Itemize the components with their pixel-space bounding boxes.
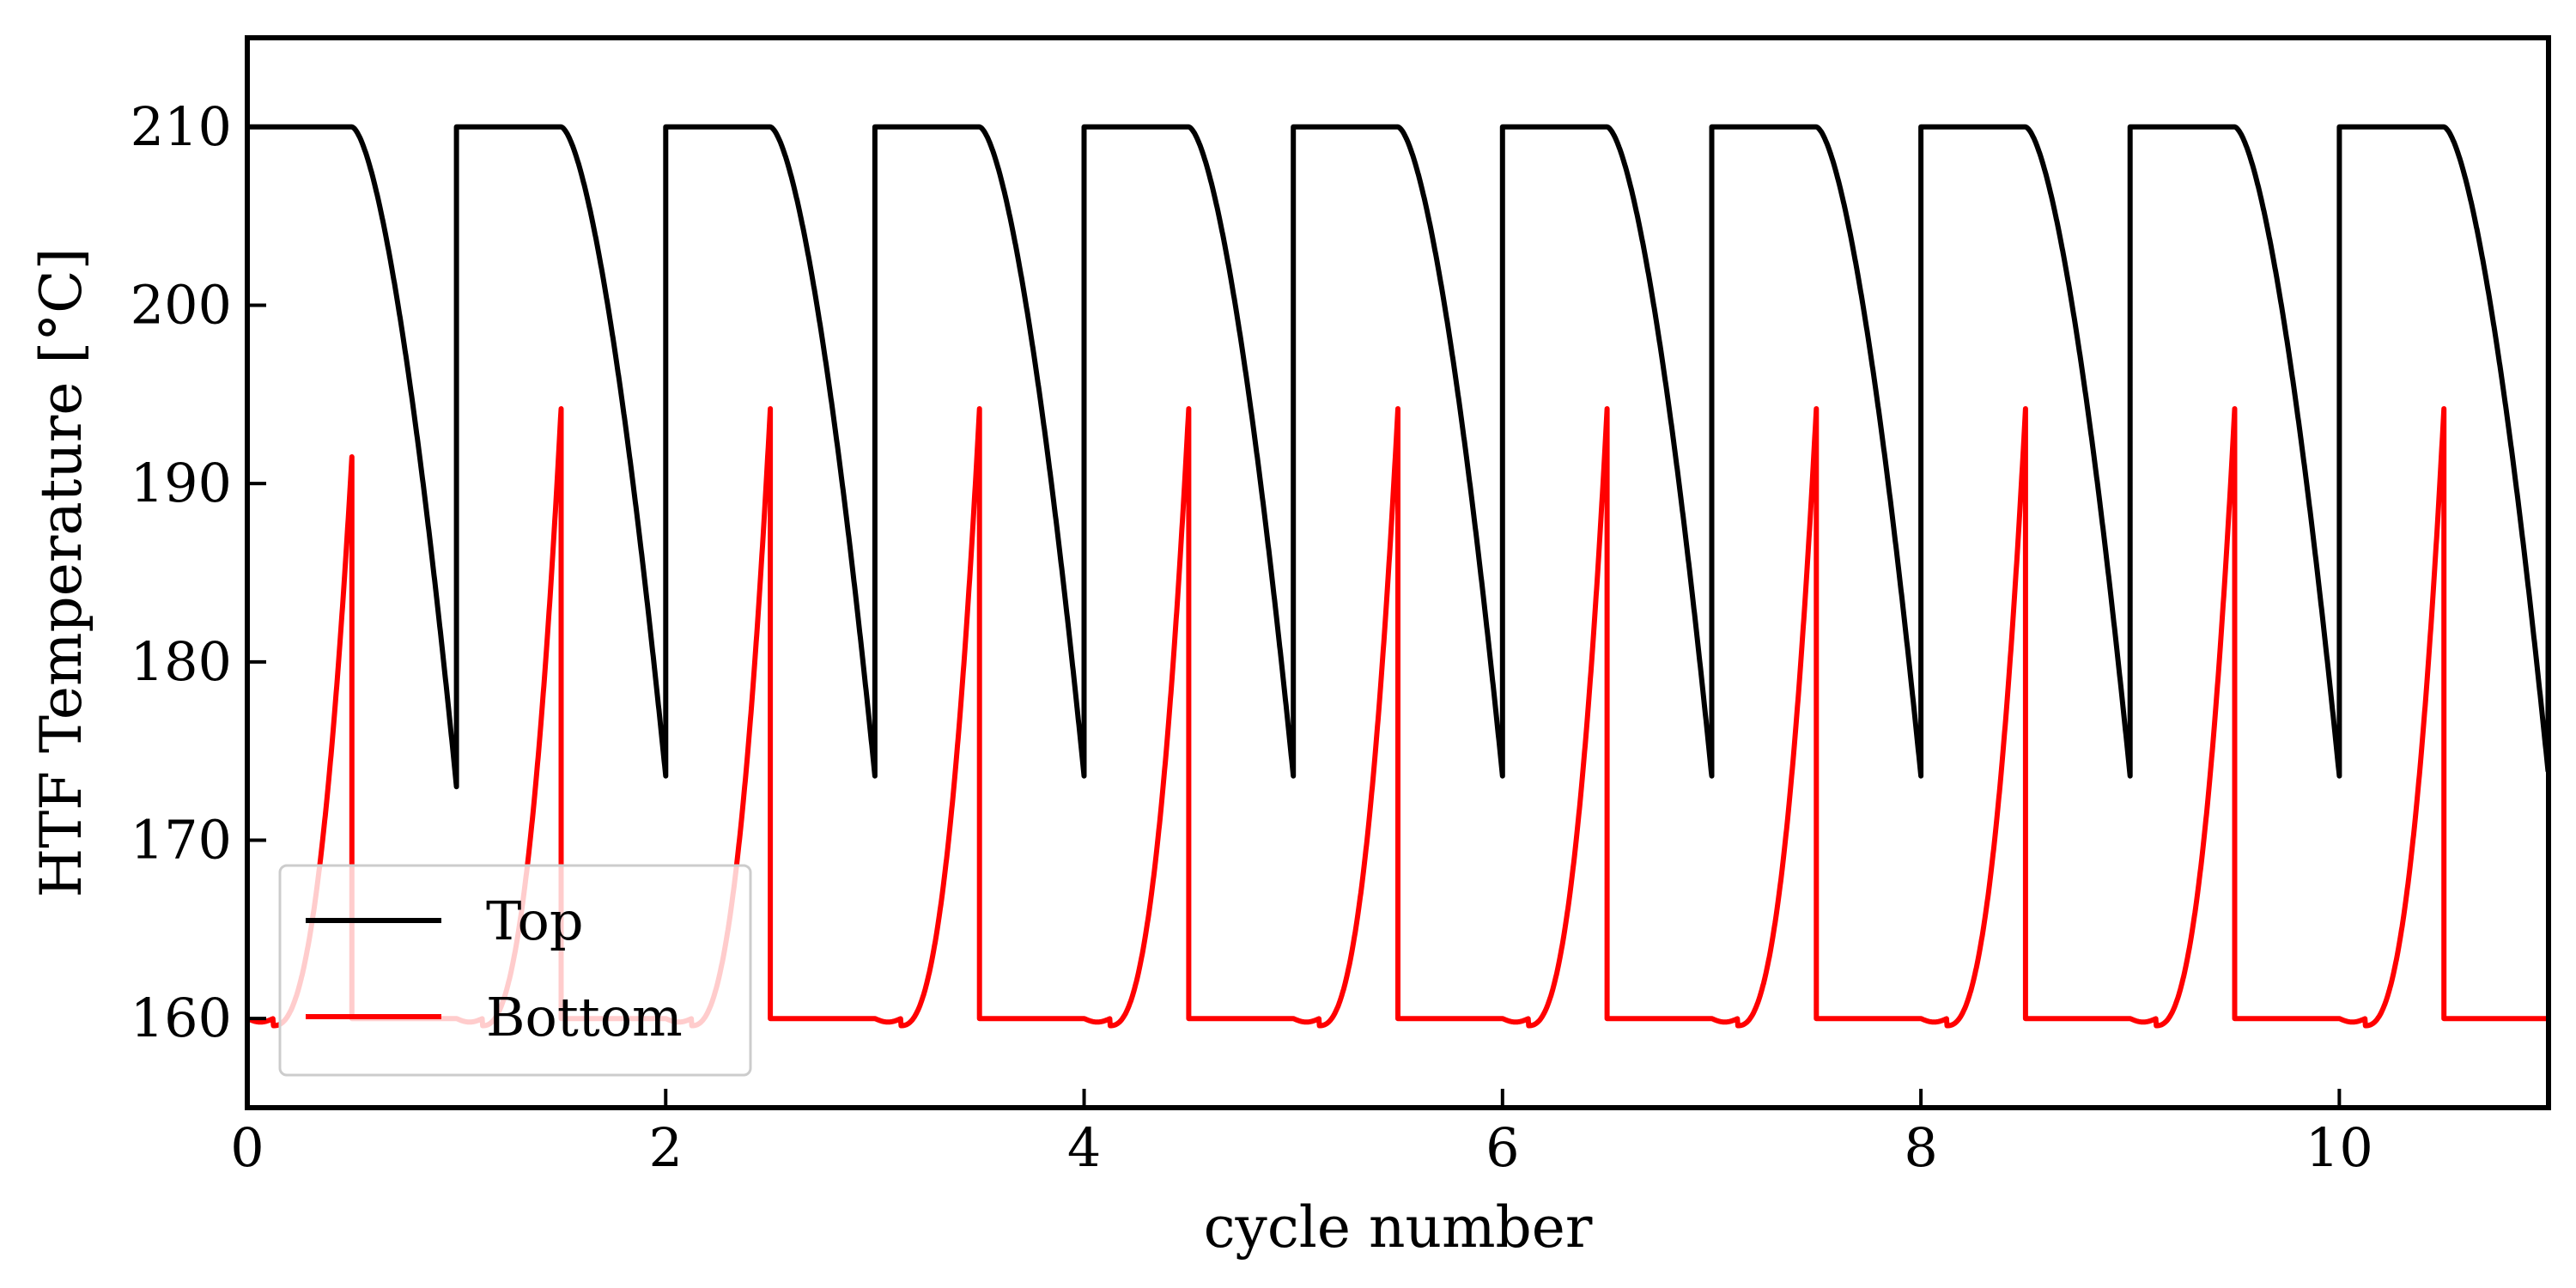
legend: Top Bottom <box>278 864 752 1077</box>
x-tick-label: 2 <box>649 1116 683 1179</box>
x-tick-label: 6 <box>1485 1116 1519 1179</box>
x-tick-label: 4 <box>1067 1116 1101 1179</box>
x-tick-label: 10 <box>2306 1116 2373 1179</box>
y-tick-label: 180 <box>131 630 232 693</box>
y-axis-title: HTF Temperature [°C] <box>28 248 94 898</box>
x-axis: 0 2 4 6 8 10 <box>230 1089 2373 1179</box>
y-tick-label: 170 <box>131 809 232 872</box>
y-axis: 160 170 180 190 200 210 <box>131 95 266 1049</box>
y-tick-label: 190 <box>131 452 232 514</box>
legend-label-bottom: Bottom <box>486 986 683 1048</box>
y-tick-label: 160 <box>131 987 232 1049</box>
y-tick-label: 200 <box>131 274 232 337</box>
legend-label-top: Top <box>486 890 584 952</box>
y-tick-label: 210 <box>131 95 232 158</box>
series-line-top <box>247 124 2549 790</box>
x-tick-label: 0 <box>230 1116 264 1179</box>
plot-frame <box>245 35 2551 1110</box>
x-axis-title: cycle number <box>1204 1194 1593 1261</box>
x-tick-label: 8 <box>1904 1116 1937 1179</box>
